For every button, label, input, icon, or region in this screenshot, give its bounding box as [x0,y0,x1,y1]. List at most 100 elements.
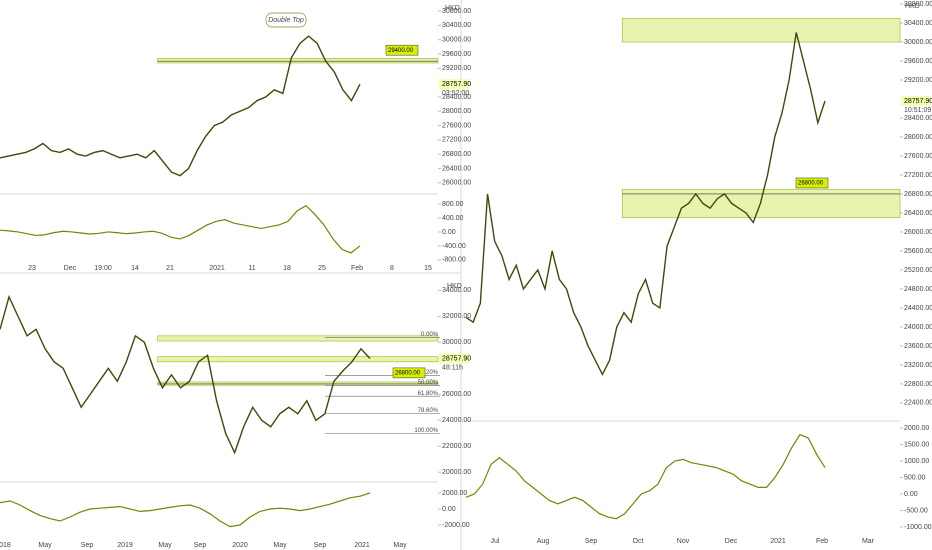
x-tick-label: 14 [131,265,139,272]
y-tick-label: 22400.00 [904,400,932,407]
x-tick-label: 15 [424,265,432,272]
zone [157,335,439,342]
y-tick-label: 28400.00 [904,115,932,122]
y-tick-label: 28400.00 [442,94,471,101]
y-tick-label: -500.00 [904,507,928,514]
y-tick-label: -1000.00 [904,524,932,531]
y-tick-label: 24400.00 [904,305,932,312]
x-tick-label: 8 [390,265,394,272]
x-tick-label: 19:00 [94,265,112,272]
x-tick-label: 23 [28,265,36,272]
y-tick-label: 34000.00 [442,287,471,294]
currency-label: HKD [447,283,462,290]
x-tick-label: 18 [283,265,291,272]
x-tick-label: Aug [537,538,550,545]
fib-label: 100.00% [414,428,438,434]
y-tick-label: 24000.00 [442,417,471,424]
zone [157,381,439,386]
x-tick-label: May [273,542,287,549]
y-tick-label: 24800.00 [904,286,932,293]
zone [157,356,439,363]
x-tick-label: May [393,542,407,549]
price-line [465,32,826,376]
y-tick-label: 24000.00 [904,324,932,331]
y-tick-label: 29200.00 [442,65,471,72]
y-tick-label: 29600.00 [904,58,932,65]
last-price: 28757.90 [442,81,471,88]
x-tick-label: Sep [194,542,207,549]
y-tick-label: -400.00 [442,243,466,250]
y-tick-label: 1500.00 [904,441,929,448]
zone [157,58,439,64]
x-tick-label: 2021 [209,265,225,272]
y-tick-label: 30000.00 [904,39,932,46]
y-tick-label: 32000.00 [442,313,471,320]
y-tick-label: 2000.00 [442,490,467,497]
y-tick-label: 2000.00 [904,425,929,432]
y-tick-label: 0.00 [442,229,456,236]
y-tick-label: 30800.00 [442,8,471,15]
y-tick-label: 800.00 [442,201,464,208]
y-tick-label: 30800.00 [904,1,932,8]
x-tick-label: 2019 [117,542,133,549]
x-tick-label: 2018 [0,542,11,549]
x-tick-label: Sep [81,542,94,549]
x-tick-label: 2020 [232,542,248,549]
x-tick-label: 2021 [770,538,786,545]
last-price-badge [439,79,469,90]
y-tick-label: 26000.00 [904,229,932,236]
y-tick-label: 27600.00 [904,153,932,160]
countdown: 03:52:00 [442,90,469,97]
price-line [0,294,371,455]
level-label: 29400.00 [388,48,414,54]
countdown: 10:51:09 [904,107,931,114]
fib-label: 38.20% [418,370,439,376]
y-tick-label: 29600.00 [442,51,471,58]
countdown: 48:11h [442,364,463,371]
fib-label: 50.00% [418,380,439,386]
x-tick-label: 11 [248,265,255,272]
x-tick-label: 21 [166,265,174,272]
y-tick-label: 30400.00 [442,22,471,29]
x-tick-label: Feb [351,265,363,272]
x-tick-label: Dec [725,538,738,545]
level-label: 26800.00 [395,370,421,376]
y-tick-label: 26000.00 [442,180,471,187]
callout [265,12,307,28]
y-tick-label: 25600.00 [904,248,932,255]
y-tick-label: 23200.00 [904,362,932,369]
y-tick-label: 27200.00 [442,137,471,144]
fib-label: 78.60% [418,408,439,414]
y-tick-label: 26000.00 [442,391,471,398]
y-tick-label: 23600.00 [904,343,932,350]
level-label: 26800.00 [798,181,824,187]
y-tick-label: -800.00 [442,257,466,264]
level-badge [795,177,829,189]
currency-label: HKD [445,5,460,12]
last-price: 28757.90 [442,355,471,362]
y-tick-label: 27600.00 [442,122,471,129]
y-tick-label: 28000.00 [442,108,471,115]
y-tick-label: 30000.00 [442,37,471,44]
y-tick-label: 0.00 [904,491,918,498]
y-tick-label: 25200.00 [904,267,932,274]
y-tick-label: 26800.00 [904,191,932,198]
y-tick-label: 30400.00 [904,20,932,27]
x-tick-label: Oct [633,538,644,545]
y-tick-label: 26800.00 [442,151,471,158]
last-price: 28757.90 [904,98,932,105]
x-tick-label: 2021 [354,542,370,549]
x-tick-label: Sep [585,538,598,545]
level-badge [392,367,426,379]
y-tick-label: 20000.00 [442,469,471,476]
x-tick-label: Jul [491,538,500,545]
y-tick-label: 22800.00 [904,381,932,388]
x-tick-label: Feb [816,538,828,545]
y-tick-label: 400.00 [442,215,464,222]
y-tick-label: 29200.00 [904,77,932,84]
macd-line [0,492,371,528]
x-tick-label: Nov [677,538,690,545]
y-tick-label: 500.00 [904,474,926,481]
callout-text: Double Top [268,17,304,24]
